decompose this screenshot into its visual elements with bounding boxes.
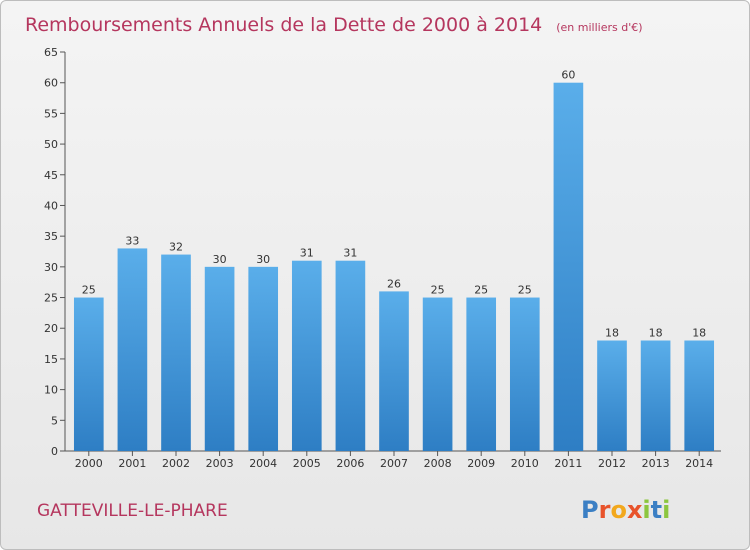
bar-value-label: 33 bbox=[125, 234, 139, 247]
logo-letter: P bbox=[581, 496, 599, 524]
bar bbox=[73, 297, 104, 451]
axes: 0 5 10 15 20 25 30 35 40 45 50 55 60 65 2000 2001 2002 20… bbox=[44, 46, 721, 470]
bar-value-label: 25 bbox=[474, 284, 488, 297]
x-tick-label: 2001 bbox=[118, 457, 146, 470]
x-tick-label: 2013 bbox=[642, 457, 670, 470]
x-tick-label: 2009 bbox=[467, 457, 495, 470]
bar-value-label: 25 bbox=[518, 284, 532, 297]
y-tick-label: 0 bbox=[51, 445, 58, 458]
x-tick-label: 2010 bbox=[511, 457, 539, 470]
bar bbox=[553, 82, 584, 451]
chart-title: Remboursements Annuels de la Dette de 20… bbox=[25, 14, 643, 36]
bar bbox=[466, 297, 497, 451]
x-tick-label: 2003 bbox=[206, 457, 234, 470]
bar bbox=[291, 260, 322, 451]
x-tick-label: 2002 bbox=[162, 457, 190, 470]
y-tick-label: 5 bbox=[51, 414, 58, 427]
y-tick-label: 40 bbox=[44, 199, 58, 212]
bar-value-label: 26 bbox=[387, 277, 401, 290]
y-tick-label: 60 bbox=[44, 77, 58, 90]
bar bbox=[117, 248, 148, 451]
x-tick-label: 2011 bbox=[554, 457, 582, 470]
bar-value-label: 25 bbox=[82, 284, 96, 297]
bar bbox=[597, 340, 627, 451]
bar-value-label: 25 bbox=[431, 284, 445, 297]
bar bbox=[204, 266, 235, 451]
y-tick-label: 15 bbox=[44, 353, 58, 366]
bar-value-label: 60 bbox=[561, 69, 575, 82]
x-tick-label: 2004 bbox=[249, 457, 277, 470]
bar-value-label: 18 bbox=[605, 327, 619, 340]
y-tick-label: 30 bbox=[44, 261, 58, 274]
y-tick-label: 55 bbox=[44, 107, 58, 120]
y-tick-label: 50 bbox=[44, 138, 58, 151]
bar bbox=[640, 340, 671, 451]
bar-value-label: 32 bbox=[169, 241, 183, 254]
bar-value-label: 18 bbox=[692, 327, 706, 340]
bar bbox=[684, 340, 715, 451]
x-tick-label: 2007 bbox=[380, 457, 408, 470]
logo-letter: t bbox=[651, 496, 662, 524]
bar-value-label: 30 bbox=[256, 253, 270, 266]
bar bbox=[335, 260, 366, 451]
bar-value-label: 31 bbox=[300, 247, 314, 260]
y-tick-label: 45 bbox=[44, 169, 58, 182]
bar-value-label: 31 bbox=[343, 247, 357, 260]
logo-letter: i bbox=[642, 496, 650, 524]
y-tick-label: 35 bbox=[44, 230, 58, 243]
y-tick-label: 20 bbox=[44, 322, 58, 335]
chart-title-unit: (en milliers d'€) bbox=[556, 21, 642, 34]
bar bbox=[379, 291, 409, 451]
y-tick-label: 65 bbox=[44, 46, 58, 59]
logo-letter: i bbox=[662, 496, 670, 524]
bar bbox=[422, 297, 453, 451]
x-tick-label: 2005 bbox=[293, 457, 321, 470]
x-tick-label: 2014 bbox=[685, 457, 713, 470]
x-tick-label: 2000 bbox=[75, 457, 103, 470]
logo-letter: o bbox=[610, 496, 627, 524]
x-tick-label: 2006 bbox=[336, 457, 364, 470]
proxiti-logo: Proxiti bbox=[581, 496, 670, 524]
y-tick-label: 10 bbox=[44, 384, 58, 397]
commune-name: GATTEVILLE-LE-PHARE bbox=[37, 501, 228, 521]
bars: 25 33 32 30 30 31 31 26 25 25 25 60 18 18 18 bbox=[73, 69, 715, 451]
x-tick-label: 2012 bbox=[598, 457, 626, 470]
bar bbox=[509, 297, 540, 451]
logo-letter: x bbox=[627, 496, 643, 524]
logo-letter: r bbox=[599, 496, 611, 524]
bar-value-label: 18 bbox=[649, 327, 663, 340]
bar bbox=[248, 266, 279, 451]
bar-value-label: 30 bbox=[213, 253, 227, 266]
x-tick-label: 2008 bbox=[424, 457, 452, 470]
chart-title-main: Remboursements Annuels de la Dette de 20… bbox=[25, 14, 542, 36]
bar bbox=[161, 254, 191, 451]
y-tick-label: 25 bbox=[44, 292, 58, 305]
